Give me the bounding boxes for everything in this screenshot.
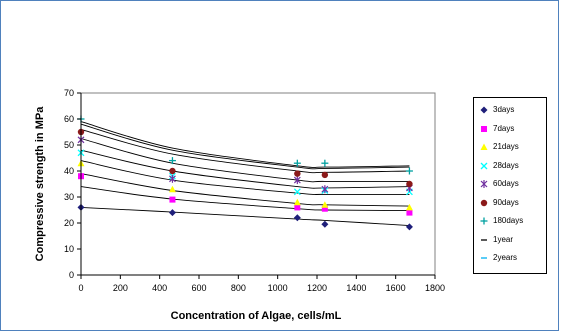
point-28days [293, 188, 301, 196]
legend-label: 90days [493, 197, 519, 207]
y-axis-title: Compressive strength in MPa [34, 106, 46, 262]
legend-marker-dash [479, 252, 489, 264]
legend-item-1year: 1year [474, 234, 548, 246]
y-tick-label: 20 [64, 218, 74, 228]
legend-symbol [480, 217, 488, 225]
point-60days [321, 185, 329, 194]
point-7days [406, 209, 413, 216]
point-21days [168, 185, 176, 193]
trendline-21days [80, 173, 410, 207]
legend-symbol [481, 125, 487, 132]
trendline-7days [80, 186, 410, 211]
x-tick-label: 1000 [268, 283, 288, 293]
legend-symbol [480, 199, 488, 206]
point-60days [169, 174, 176, 183]
legend-symbol [480, 180, 488, 188]
trendline-3days [80, 206, 410, 227]
legend-item-2years: 2years [474, 252, 548, 264]
legend-item-7days: 7days [474, 123, 548, 135]
x-axis-title: Concentration of Algae, cells/mL [171, 310, 342, 322]
point-180days [321, 159, 329, 167]
point-180days [168, 157, 176, 165]
trendlines [80, 121, 410, 227]
y-tick-label: 10 [64, 244, 74, 254]
x-tick-label: 200 [113, 283, 128, 293]
legend-symbol [480, 106, 488, 114]
x-tick-label: 600 [191, 283, 206, 293]
legend-label: 1year [493, 234, 514, 244]
point-3days [168, 209, 176, 217]
legend-marker-circle [479, 197, 489, 209]
trendline-1year [80, 123, 410, 170]
point-3days [293, 214, 301, 222]
legend-marker-square [479, 123, 489, 135]
legend-marker-diamond [479, 104, 489, 116]
point-90days [169, 167, 176, 175]
legend-symbol [480, 143, 488, 150]
point-180days [405, 167, 413, 175]
legend-marker-x [479, 160, 489, 172]
legend-item-90days: 90days [474, 197, 548, 209]
y-tick-label: 60 [64, 114, 74, 124]
point-7days [169, 196, 176, 203]
trendline-180days [80, 128, 410, 174]
legend-label: 2years [493, 253, 518, 262]
point-7days [294, 204, 301, 211]
point-90days [406, 180, 413, 188]
trendline-60days [80, 149, 410, 189]
trendline-28days [80, 160, 410, 196]
legend-marker-star [479, 178, 489, 190]
x-tick-label: 800 [231, 283, 246, 293]
point-60days [293, 176, 301, 185]
y-tick-label: 40 [64, 166, 74, 176]
point-3days [405, 223, 413, 231]
legend-symbol [480, 162, 488, 169]
plot-area [80, 92, 436, 276]
y-tick-label: 30 [64, 192, 74, 202]
legend-marker-dash [479, 234, 489, 246]
legend-label: 60days [493, 179, 519, 188]
legend-item-3days: 3days [474, 104, 548, 116]
x-tick-label: 1800 [425, 283, 445, 293]
legend-label: 7days [493, 123, 515, 133]
legend-item-60days: 60days [474, 178, 548, 190]
x-tick-label: 0 [78, 283, 83, 293]
y-tick-label: 70 [64, 88, 74, 98]
x-tick-label: 1400 [346, 283, 366, 293]
legend: 3days 7days 21days 28days 60days 90days 180day… [473, 97, 547, 274]
x-tick-label: 1200 [307, 283, 327, 293]
legend-item-28days: 28days [474, 160, 548, 172]
trendline-90days [80, 138, 410, 183]
point-21days [405, 203, 413, 211]
axes: 0 10 20 30 40 50 60 70 0 200 400 600 800 1000 1200 1400… [64, 88, 445, 293]
legend-label: 180days [493, 216, 524, 225]
plot-background [80, 92, 436, 276]
trendline-2years [80, 121, 410, 169]
y-tick-label: 0 [69, 270, 74, 280]
legend-marker-triangle [479, 141, 489, 153]
legend-marker-plus [479, 215, 489, 227]
legend-label: 28days [493, 160, 519, 170]
point-21days [293, 198, 301, 206]
x-tick-label: 400 [152, 283, 167, 293]
point-90days [321, 171, 329, 179]
point-7days [321, 205, 328, 212]
y-tick-label: 50 [64, 140, 74, 150]
legend-item-180days: 180days [474, 215, 548, 227]
point-21days [321, 201, 329, 208]
legend-item-21days: 21days [474, 141, 548, 153]
point-3days [321, 220, 329, 228]
point-180days [293, 159, 301, 167]
x-tick-label: 1600 [386, 283, 406, 293]
point-90days [294, 170, 301, 177]
legend-label: 21days [493, 142, 519, 151]
legend-label: 3days [493, 105, 515, 114]
